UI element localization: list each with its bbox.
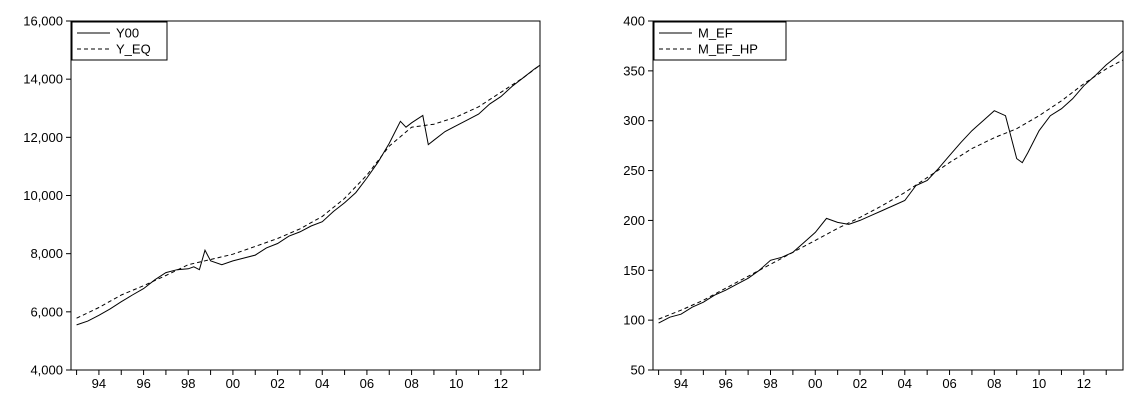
right-y-tick-label: 300 (623, 113, 645, 128)
left-x-tick-label: 02 (270, 376, 284, 391)
left-x-tick-label: 98 (181, 376, 195, 391)
right-series-m-ef-hp-line (658, 59, 1124, 320)
left-plot-frame (70, 20, 541, 371)
right-y-tick-label: 150 (623, 263, 645, 278)
right-legend-label: M_EF_HP (698, 42, 758, 57)
left-legend-box (71, 21, 168, 61)
left-x-tick-label: 12 (494, 376, 508, 391)
right-x-tick-label: 96 (719, 376, 733, 391)
left-y-tick-label: 10,000 (23, 188, 63, 203)
right-x-tick-label: 08 (987, 376, 1001, 391)
left-x-tick-label: 96 (136, 376, 150, 391)
right-y-tick-label: 250 (623, 163, 645, 178)
left-series-y-eq-line (76, 64, 541, 319)
right-x-tick-label: 04 (898, 376, 912, 391)
left-legend-label: Y00 (116, 26, 139, 41)
right-y-tick-label: 400 (623, 14, 645, 29)
right-x-tick-label: 98 (763, 376, 777, 391)
left-y-tick-label: 8,000 (30, 246, 63, 261)
left-x-tick-label: 08 (404, 376, 418, 391)
left-x-tick-label: 94 (92, 376, 106, 391)
left-x-tick-label: 00 (226, 376, 240, 391)
left-y-tick-label: 4,000 (30, 363, 63, 378)
right-y-tick-label: 100 (623, 313, 645, 328)
right-x-tick-label: 06 (942, 376, 956, 391)
right-chart-panel: 50 100 150 200 250 300 350 400 94 96 98 00 02 04 06 08 1… (623, 14, 1124, 391)
right-x-tick-label: 02 (853, 376, 867, 391)
left-y-tick-label: 16,000 (23, 14, 63, 29)
left-x-tick-label: 06 (360, 376, 374, 391)
left-legend-label: Y_EQ (116, 42, 151, 57)
right-y-tick-label: 50 (631, 363, 645, 378)
right-x-tick-label: 94 (674, 376, 688, 391)
right-legend: M_EFM_EF_HP (653, 21, 787, 61)
right-legend-box (653, 21, 787, 61)
right-x-tick-label: 10 (1032, 376, 1046, 391)
right-x-tick-label: 00 (808, 376, 822, 391)
left-x-tick-label: 10 (449, 376, 463, 391)
left-y-tick-label: 12,000 (23, 130, 63, 145)
left-series-y00-line (76, 64, 541, 326)
left-y-tick-label: 14,000 (23, 72, 63, 87)
right-legend-label: M_EF (698, 26, 733, 41)
left-x-tick-label: 04 (315, 376, 329, 391)
right-series-m-ef-line (658, 50, 1124, 324)
left-chart-panel: 4,000 6,000 8,000 10,000 12,000 14,000 16,000 9… (23, 14, 541, 391)
right-x-tick-label: 12 (1077, 376, 1091, 391)
right-plot-frame (652, 20, 1124, 371)
left-y-tick-label: 6,000 (30, 304, 63, 319)
right-y-tick-label: 350 (623, 63, 645, 78)
right-y-tick-label: 200 (623, 213, 645, 228)
